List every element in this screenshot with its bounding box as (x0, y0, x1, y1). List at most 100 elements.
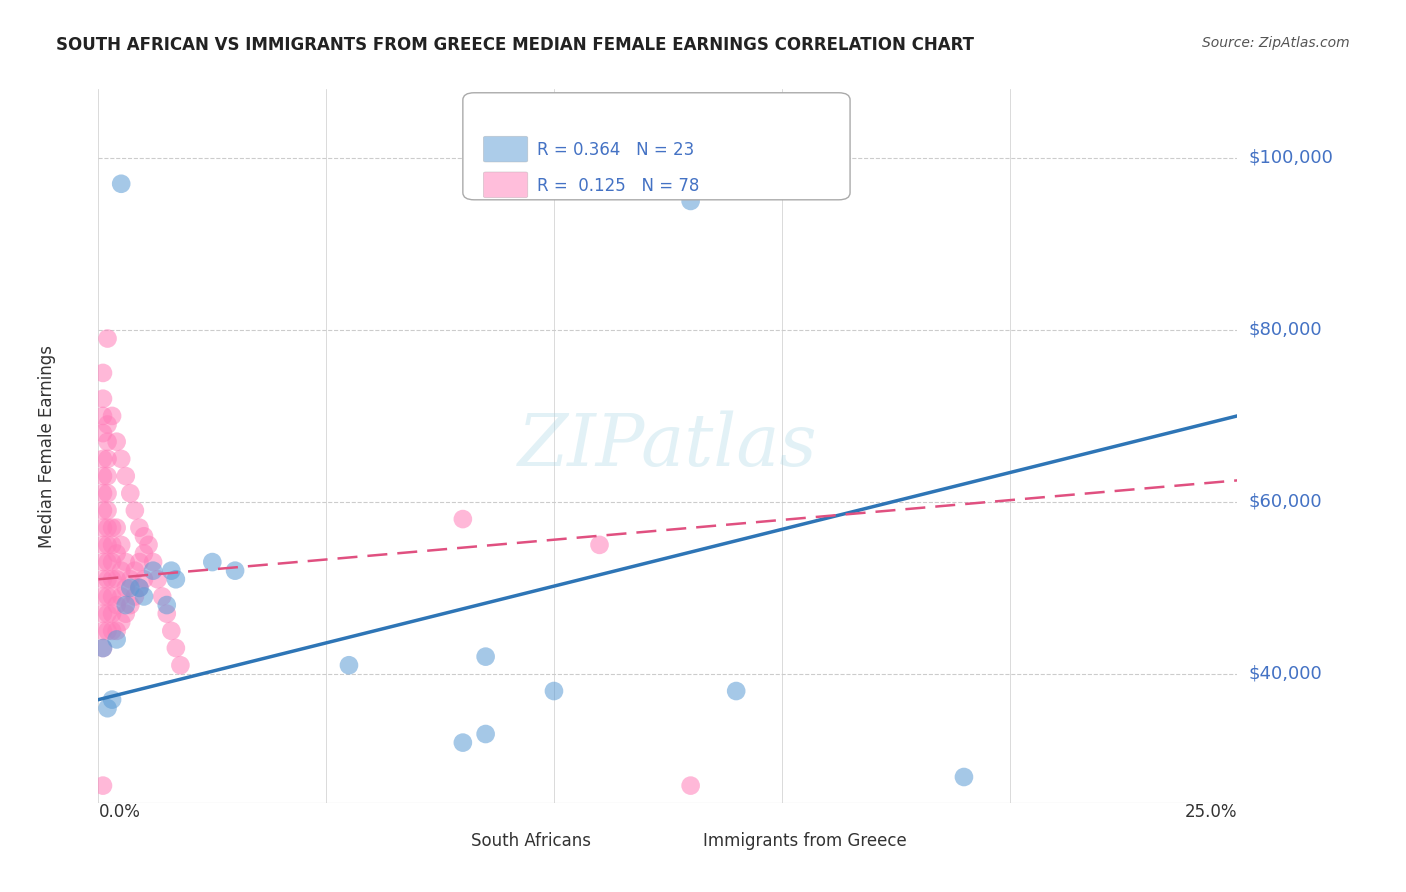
Text: ZIPatlas: ZIPatlas (517, 410, 818, 482)
Text: South Africans: South Africans (471, 831, 591, 849)
Point (91, 503, 114, 517)
Point (91, 392, 114, 406)
Point (91, 451, 114, 466)
Point (96, 538, 118, 552)
Point (105, 572, 128, 586)
Point (110, 564, 132, 578)
Point (96, 503, 118, 517)
Point (124, 503, 146, 517)
Point (96, 521, 118, 535)
Point (105, 546, 128, 560)
Point (91, 538, 114, 552)
Point (588, 538, 610, 552)
Text: R =  0.125   N = 78: R = 0.125 N = 78 (537, 177, 699, 194)
Point (91, 572, 114, 586)
Point (91, 555, 114, 569)
Point (105, 598, 128, 612)
Point (96, 486, 118, 500)
Point (451, 736, 474, 750)
Point (96, 572, 118, 586)
Text: $100,000: $100,000 (1249, 149, 1333, 167)
Point (91, 641, 114, 656)
Point (105, 632, 128, 647)
Point (132, 572, 155, 586)
Point (156, 607, 179, 621)
Text: SOUTH AFRICAN VS IMMIGRANTS FROM GREECE MEDIAN FEMALE EARNINGS CORRELATION CHART: SOUTH AFRICAN VS IMMIGRANTS FROM GREECE … (56, 36, 974, 54)
Point (105, 624, 128, 638)
Point (165, 572, 187, 586)
Point (150, 590, 173, 604)
Point (91, 521, 114, 535)
Point (96, 590, 118, 604)
Point (725, 684, 748, 698)
Point (165, 641, 187, 656)
Point (132, 529, 155, 543)
Point (124, 564, 146, 578)
Point (110, 177, 132, 191)
Point (124, 590, 146, 604)
Point (224, 564, 246, 578)
Point (101, 521, 124, 535)
Point (156, 598, 179, 612)
Point (474, 727, 496, 741)
Point (110, 451, 132, 466)
Point (160, 564, 183, 578)
Text: $60,000: $60,000 (1249, 493, 1322, 511)
Point (101, 590, 124, 604)
Point (91, 486, 114, 500)
FancyBboxPatch shape (484, 172, 527, 198)
Point (101, 692, 124, 706)
Point (101, 538, 124, 552)
Text: $80,000: $80,000 (1249, 321, 1322, 339)
Point (114, 607, 136, 621)
Point (110, 615, 132, 630)
Point (96, 434, 118, 449)
Point (114, 469, 136, 483)
Point (953, 770, 976, 784)
Point (146, 572, 169, 586)
Point (132, 590, 155, 604)
FancyBboxPatch shape (728, 837, 766, 858)
Text: R = 0.364   N = 23: R = 0.364 N = 23 (537, 141, 695, 159)
Point (114, 581, 136, 595)
Point (96, 607, 118, 621)
Point (120, 581, 142, 595)
Point (128, 521, 150, 535)
Point (91, 469, 114, 483)
Point (91, 779, 114, 793)
Point (160, 624, 183, 638)
Point (91, 590, 114, 604)
Point (142, 555, 165, 569)
Text: $40,000: $40,000 (1249, 665, 1322, 683)
Point (128, 581, 150, 595)
Point (96, 417, 118, 432)
Text: Source: ZipAtlas.com: Source: ZipAtlas.com (1202, 36, 1350, 50)
FancyBboxPatch shape (467, 837, 505, 858)
Text: Median Female Earnings: Median Female Earnings (38, 344, 56, 548)
Point (142, 564, 165, 578)
Point (91, 366, 114, 380)
Text: 0.0%: 0.0% (98, 803, 141, 821)
Point (101, 572, 124, 586)
Point (110, 590, 132, 604)
Point (110, 538, 132, 552)
Point (96, 469, 118, 483)
Point (679, 194, 702, 208)
Point (120, 572, 142, 586)
Point (128, 555, 150, 569)
Point (451, 512, 474, 526)
FancyBboxPatch shape (463, 93, 851, 200)
Text: Immigrants from Greece: Immigrants from Greece (703, 831, 907, 849)
Point (337, 658, 360, 673)
Text: 25.0%: 25.0% (1185, 803, 1237, 821)
Point (91, 641, 114, 656)
Point (132, 546, 155, 560)
Point (96, 555, 118, 569)
Point (96, 451, 118, 466)
Point (114, 598, 136, 612)
Point (91, 426, 114, 441)
Point (96, 332, 118, 346)
Point (91, 607, 114, 621)
Point (169, 658, 191, 673)
Point (101, 409, 124, 423)
